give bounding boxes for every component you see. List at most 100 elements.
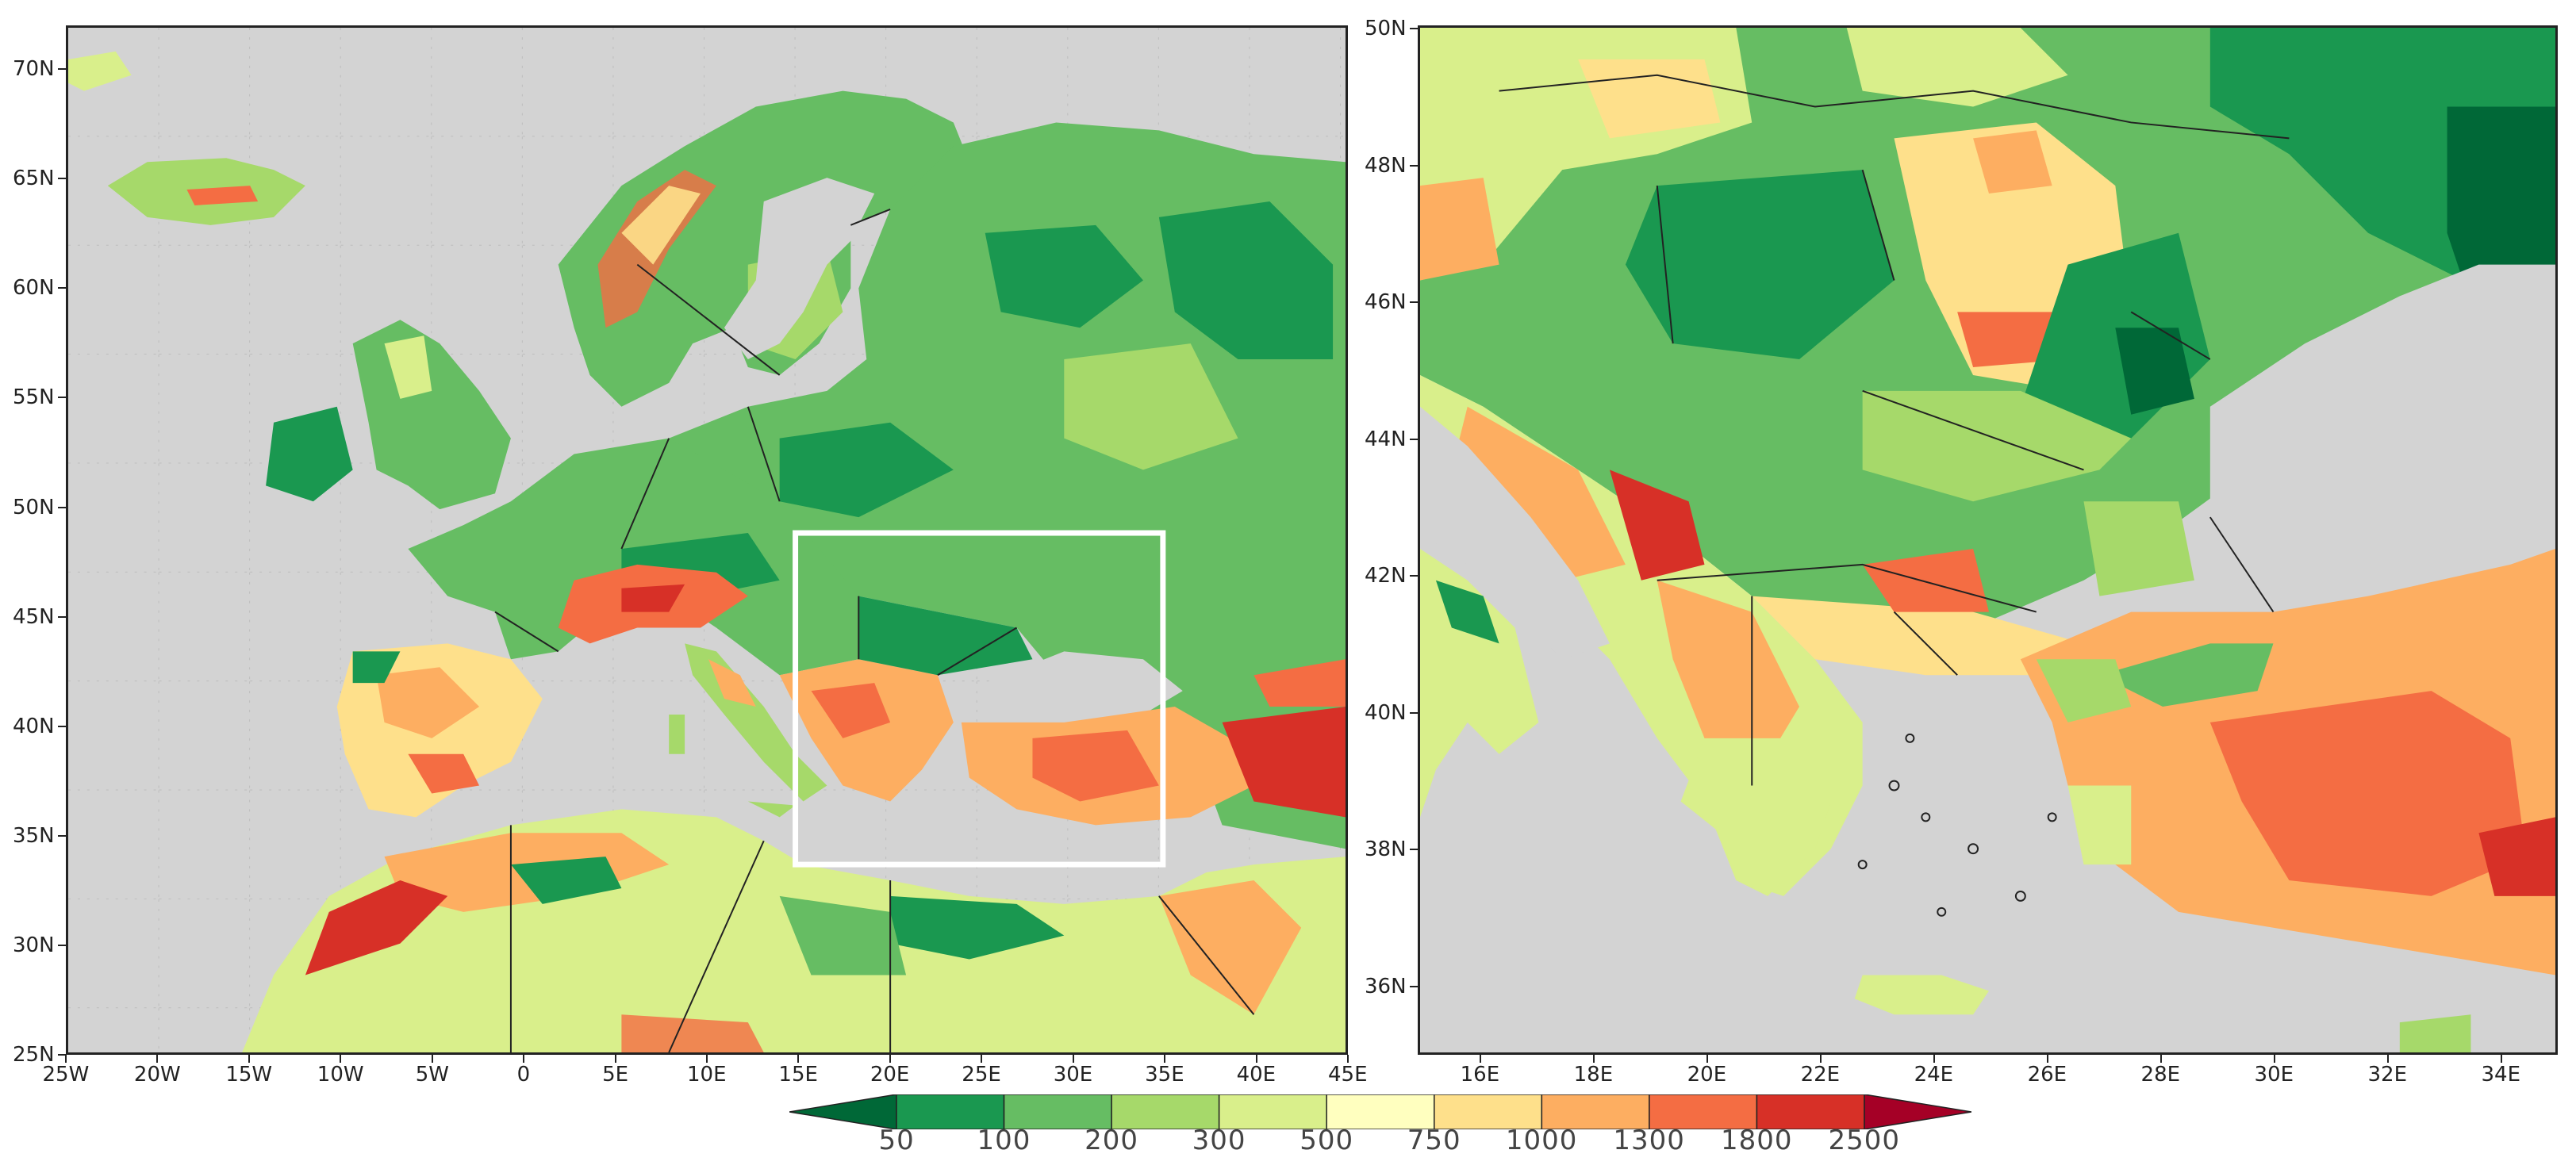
colorbar-label: 2500 [1828, 1125, 1901, 1156]
lon-tick-label: 15W [225, 1063, 273, 1087]
colorbar-label: 1000 [1505, 1125, 1578, 1156]
tick-mark [1479, 1055, 1481, 1063]
colorbar-label: 500 [1300, 1125, 1354, 1156]
lon-tick-label: 26E [2027, 1063, 2067, 1087]
lat-tick-label: 46N [1365, 290, 1407, 315]
lon-tick-label: 30E [2254, 1063, 2294, 1087]
lon-tick-label: 20W [133, 1063, 181, 1087]
lon-tick-label: 35E [1145, 1063, 1184, 1087]
tick-mark [248, 1055, 250, 1063]
tick-mark [2386, 1055, 2389, 1063]
crete [1854, 975, 1989, 1015]
lon-tick-label: 5W [415, 1063, 449, 1087]
greece [1680, 738, 1831, 896]
colorbar-label: 300 [1192, 1125, 1246, 1156]
tick-mark [2500, 1055, 2502, 1063]
tick-mark [65, 1055, 67, 1063]
tick-mark [1933, 1055, 1935, 1063]
country-borders [1499, 74, 2290, 786]
lat-tick-label: 65N [13, 167, 55, 191]
europe-overview-map [66, 25, 1348, 1055]
lat-tick-label: 45N [13, 604, 55, 629]
lat-tick-label: 36N [1365, 974, 1407, 998]
black-sea [985, 651, 1183, 722]
colorbar-segment [1541, 1094, 1650, 1129]
colorbar-label: 100 [977, 1125, 1031, 1156]
colorbar-segment [1111, 1094, 1220, 1129]
tick-mark [1410, 575, 1418, 577]
tick-mark [1819, 1055, 1822, 1063]
country-borders [494, 209, 1255, 1052]
lon-tick-label: 25W [42, 1063, 90, 1087]
tick-mark [58, 725, 66, 727]
lat-tick-label: 55N [13, 385, 55, 410]
tick-mark [797, 1055, 800, 1063]
tick-mark [58, 1054, 66, 1056]
tick-mark [1410, 849, 1418, 851]
tick-mark [614, 1055, 616, 1063]
colorbar-label: 50 [878, 1125, 915, 1156]
black-sea [2209, 264, 2555, 612]
inset-region-box [793, 530, 1166, 868]
lon-tick-label: 5E [602, 1063, 629, 1087]
lat-tick-label: 38N [1365, 837, 1407, 862]
lon-tick-label: 16E [1460, 1063, 1500, 1087]
lon-tick-label: 45E [1328, 1063, 1368, 1087]
colorbar-max-arrow [1864, 1094, 1971, 1129]
lon-tick-label: 10E [687, 1063, 727, 1087]
tick-mark [981, 1055, 983, 1063]
colorbar-segment [1756, 1094, 1865, 1129]
lon-tick-label: 32E [2367, 1063, 2408, 1087]
lat-tick-label: 35N [13, 823, 55, 848]
lon-tick-label: 22E [1800, 1063, 1841, 1087]
tick-mark [1410, 438, 1418, 440]
lon-tick-label: 40E [1236, 1063, 1276, 1087]
lon-tick-label: 18E [1573, 1063, 1614, 1087]
tick-mark [58, 615, 66, 618]
tick-mark [1410, 28, 1418, 30]
tick-mark [58, 287, 66, 289]
tick-mark [431, 1055, 433, 1063]
tick-mark [2159, 1055, 2162, 1063]
lat-tick-label: 60N [13, 276, 55, 301]
tick-mark [1255, 1055, 1257, 1063]
tick-mark [2046, 1055, 2048, 1063]
lat-tick-label: 50N [1365, 17, 1407, 41]
colorbar-label: 200 [1085, 1125, 1139, 1156]
lon-tick-label: 0 [516, 1063, 531, 1087]
colorbar-label: 1800 [1720, 1125, 1793, 1156]
lon-tick-label: 15E [778, 1063, 818, 1087]
lat-tick-label: 40N [1365, 700, 1407, 725]
lon-tick-label: 25E [962, 1063, 1001, 1087]
balkans-detail-map [1418, 25, 2558, 1055]
tick-mark [1410, 164, 1418, 167]
tick-mark [706, 1055, 708, 1063]
tick-mark [58, 506, 66, 508]
lon-tick-label: 10W [317, 1063, 364, 1087]
tick-mark [58, 68, 66, 71]
lat-tick-label: 25N [13, 1043, 55, 1067]
lon-tick-label: 24E [1914, 1063, 1954, 1087]
tick-mark [1164, 1055, 1166, 1063]
colorbar-label: 750 [1407, 1125, 1461, 1156]
tick-mark [2273, 1055, 2275, 1063]
tick-mark [1706, 1055, 1708, 1063]
tick-mark [156, 1055, 159, 1063]
colorbar-label: 1300 [1613, 1125, 1685, 1156]
lat-tick-label: 70N [13, 57, 55, 82]
europe-map-canvas [68, 28, 1346, 1052]
lon-tick-label: 30E [1053, 1063, 1093, 1087]
lat-tick-label: 48N [1365, 153, 1407, 178]
colorbar [789, 1094, 1971, 1129]
lon-tick-label: 20E [870, 1063, 910, 1087]
lat-tick-label: 42N [1365, 564, 1407, 588]
colorbar-segment [1649, 1094, 1758, 1129]
tick-mark [1410, 301, 1418, 304]
lat-tick-label: 30N [13, 933, 55, 957]
tick-mark [58, 834, 66, 837]
tick-mark [340, 1055, 342, 1063]
lon-tick-label: 34E [2481, 1063, 2521, 1087]
lat-tick-label: 44N [1365, 427, 1407, 451]
tick-mark [889, 1055, 891, 1063]
tick-mark [1347, 1055, 1349, 1063]
